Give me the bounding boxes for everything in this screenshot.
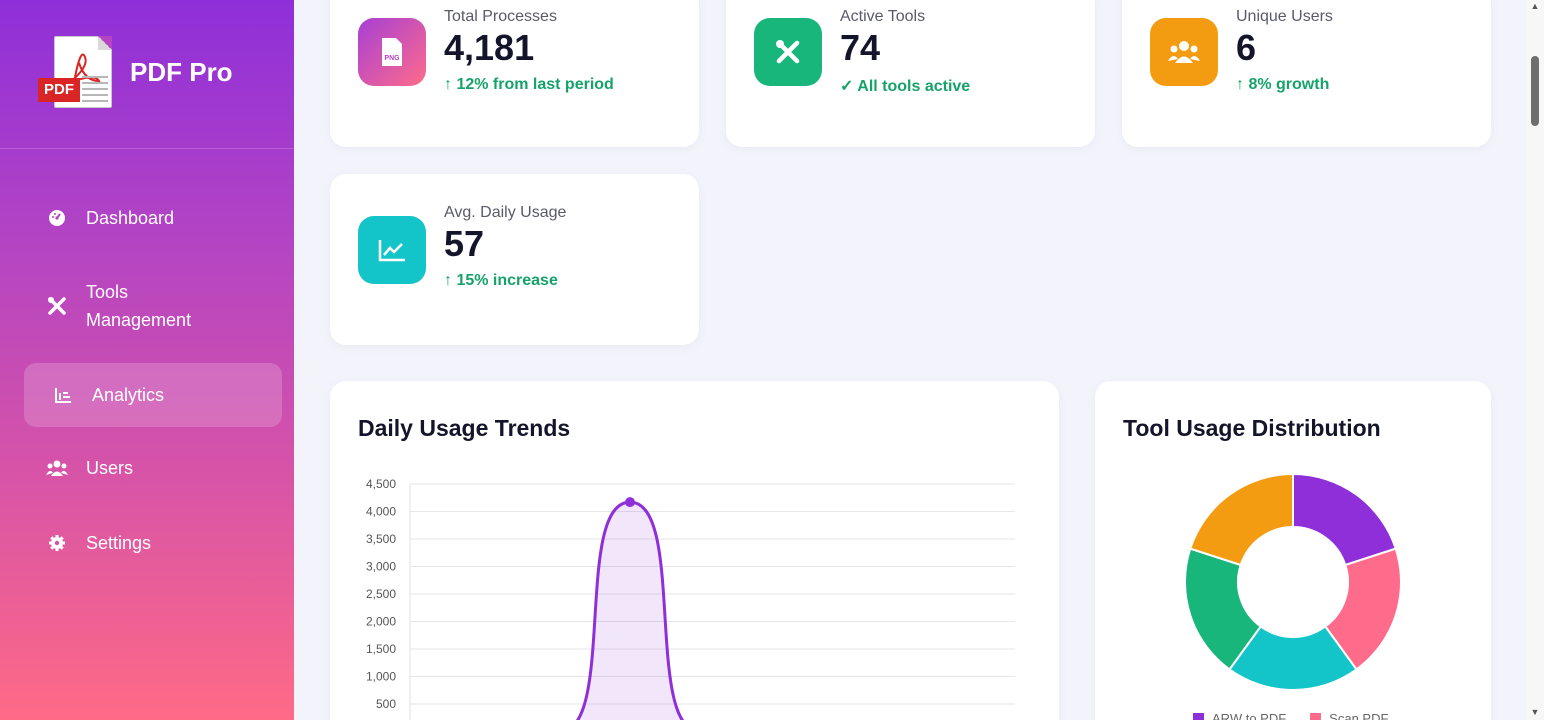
stat-delta: ✓ All tools active xyxy=(840,78,971,95)
sidebar-item-analytics[interactable]: Analytics xyxy=(24,363,282,427)
stat-delta: ↑ 8% growth xyxy=(1236,76,1330,93)
legend-swatch xyxy=(1193,713,1204,720)
usage-line xyxy=(575,500,685,720)
svg-text:PNG: PNG xyxy=(384,55,400,62)
y-tick-label: 2,500 xyxy=(366,587,396,601)
data-point[interactable] xyxy=(625,497,635,508)
y-tick-label: 2,000 xyxy=(366,615,396,629)
scroll-down-arrow-icon[interactable]: ▼ xyxy=(1530,707,1540,717)
line-chart-icon xyxy=(358,216,426,284)
sidebar-item-label: Analytics xyxy=(92,384,165,405)
gear-icon xyxy=(46,532,68,554)
stat-card-total-processes: PNG Total Processes 4,181 ↑ 12% from las… xyxy=(330,0,699,147)
legend-swatch xyxy=(1310,713,1322,720)
sidebar-divider xyxy=(0,148,294,149)
sidebar-item-dashboard[interactable]: Dashboard xyxy=(24,200,282,236)
tools-icon xyxy=(754,18,822,86)
chart-legend: ARW to PDF Scan PDF xyxy=(1193,711,1388,720)
stat-label: Unique Users xyxy=(1236,8,1333,25)
legend-item[interactable]: Scan PDF xyxy=(1310,711,1388,720)
legend-label: ARW to PDF xyxy=(1212,711,1287,720)
stat-delta: ↑ 12% from last period xyxy=(444,76,614,93)
y-tick-label: 3,500 xyxy=(366,532,396,546)
users-icon xyxy=(46,457,68,479)
stat-label: Total Processes xyxy=(444,8,557,25)
y-tick-label: 3,000 xyxy=(366,560,396,574)
pdf-logo-icon: PDF xyxy=(38,34,114,110)
stat-value: 6 xyxy=(1236,27,1257,68)
y-tick-label: 1,500 xyxy=(366,642,396,656)
sidebar-item-settings[interactable]: Settings xyxy=(24,525,282,561)
pie-slice[interactable] xyxy=(1189,472,1294,567)
stat-label: Active Tools xyxy=(840,8,926,25)
sidebar-item-label: Settings xyxy=(86,532,152,553)
sidebar: PDF PDF Pro Dashboard Tools Management A… xyxy=(0,0,294,720)
pdf-tag: PDF xyxy=(38,78,80,102)
stat-card-active-tools: Active Tools 74 ✓ All tools active xyxy=(726,0,1095,147)
gauge-icon xyxy=(46,207,68,229)
tools-icon xyxy=(46,295,68,317)
legend-item[interactable]: ARW to PDF xyxy=(1193,711,1286,720)
sidebar-item-label: Dashboard xyxy=(86,207,175,228)
scroll-up-arrow-icon[interactable]: ▲ xyxy=(1530,1,1540,11)
sidebar-item-tools-management[interactable]: Tools Management xyxy=(24,276,282,336)
y-tick-label: 1,000 xyxy=(366,670,396,684)
png-file-icon: PNG xyxy=(358,18,426,86)
stat-value: 4,181 xyxy=(444,27,535,68)
stat-card-avg-daily-usage: Avg. Daily Usage 57 ↑ 15% increase xyxy=(330,174,699,345)
legend-label: Scan PDF xyxy=(1329,711,1389,720)
y-tick-label: 500 xyxy=(376,697,396,711)
chart-bar-icon xyxy=(52,384,74,406)
stat-label: Avg. Daily Usage xyxy=(444,204,567,221)
stat-value: 74 xyxy=(840,27,881,68)
usage-area xyxy=(577,502,683,720)
tool-distribution-chart xyxy=(1184,472,1402,691)
sidebar-item-label: Users xyxy=(86,457,134,478)
daily-usage-chart-card: Daily Usage Trends 4,500 4,000 3,500 3,000 2… xyxy=(330,381,1059,720)
y-tick-label: 4,500 xyxy=(366,477,396,491)
daily-usage-chart: 4,500 4,000 3,500 3,000 2,500 2,000 1,500 1,000… xyxy=(366,477,1015,720)
stat-value: 57 xyxy=(444,223,485,264)
tool-distribution-chart-card: Tool Usage Distribution ARW to PDF Scan … xyxy=(1095,381,1491,720)
chart-title: Daily Usage Trends xyxy=(358,415,571,441)
pie-slice[interactable] xyxy=(1292,472,1397,567)
chart-title: Tool Usage Distribution xyxy=(1123,415,1381,441)
stat-card-unique-users: Unique Users 6 ↑ 8% growth xyxy=(1122,0,1491,147)
y-tick-label: 4,000 xyxy=(366,505,396,519)
scroll-thumb[interactable] xyxy=(1531,56,1539,126)
scrollbar[interactable]: ▲ ▼ xyxy=(1526,0,1544,720)
brand[interactable]: PDF PDF Pro xyxy=(38,34,233,110)
stat-delta: ↑ 15% increase xyxy=(444,272,558,289)
sidebar-item-users[interactable]: Users xyxy=(24,450,282,486)
sidebar-item-label: Tools Management xyxy=(86,282,192,330)
brand-name: PDF Pro xyxy=(130,56,233,87)
users-icon xyxy=(1150,18,1218,86)
